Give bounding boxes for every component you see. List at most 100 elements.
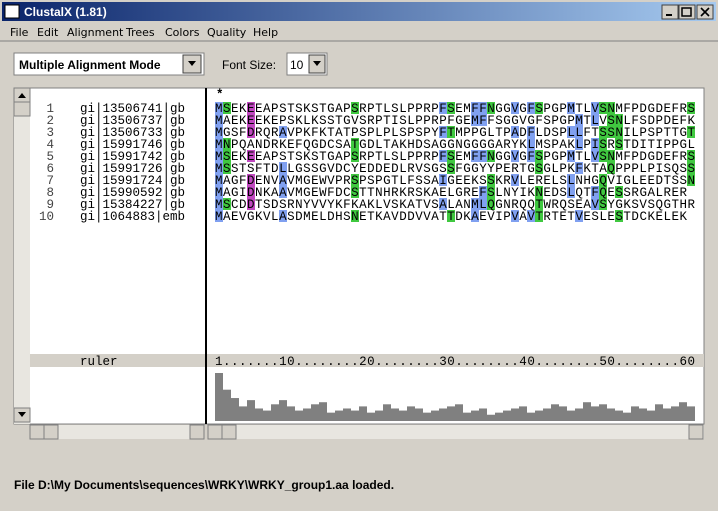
app-icon — [4, 4, 20, 19]
sequence-name: gi|15991746|gb — [80, 138, 185, 152]
scroll-thumb[interactable] — [43, 424, 59, 440]
residue-highlight — [447, 126, 455, 138]
residue-highlight — [471, 150, 479, 162]
vertical-scrollbar[interactable] — [14, 88, 30, 424]
sequence: MAGFDENVAVMGEWVPRSPSPGTLFSSAIGEEKSSKRVLE… — [215, 174, 695, 188]
residue-highlight — [279, 162, 287, 174]
mode-text: Multiple Alignment Mode — [19, 58, 161, 72]
residue-highlight — [223, 198, 231, 210]
scroll-thumb[interactable] — [13, 101, 31, 117]
quality-bar — [319, 402, 327, 421]
sequence: MAEVGKVLASDMELDHSNETKAVDDVVATTDKAEVIPVAV… — [215, 210, 687, 224]
residue-highlight — [439, 198, 447, 210]
quality-bar — [231, 398, 239, 421]
residue-highlight — [279, 186, 287, 198]
quality-bar — [263, 410, 271, 421]
ruler-label: ruler — [80, 355, 118, 369]
menu-item[interactable]: Colors — [165, 26, 200, 39]
menu-item[interactable]: Edit — [37, 26, 59, 39]
residue-highlight — [567, 102, 575, 114]
quality-bar — [391, 408, 399, 421]
quality-bar — [663, 408, 671, 421]
quality-bar — [279, 400, 287, 421]
h-scrollbar-sequences[interactable] — [208, 425, 704, 439]
residue-highlight — [215, 162, 223, 174]
quality-bar — [407, 406, 415, 421]
residue-highlight — [439, 102, 447, 114]
residue-highlight — [591, 186, 599, 198]
residue-highlight — [599, 198, 607, 210]
residue-highlight — [535, 210, 543, 222]
menu-item[interactable]: Quality — [207, 26, 247, 39]
scroll-left[interactable] — [207, 424, 223, 440]
quality-bar — [583, 402, 591, 421]
residue-highlight — [351, 102, 359, 114]
residue-highlight — [471, 198, 479, 210]
row-number: 6 — [46, 162, 54, 176]
residue-highlight — [447, 150, 455, 162]
residue-highlight — [535, 198, 543, 210]
residue-highlight — [215, 186, 223, 198]
menu-item[interactable]: File — [10, 26, 29, 39]
sequence: MSSTSFTDLLGSSGVDCYEDDEDLRVSGSSFGGYYPERTG… — [215, 162, 695, 176]
residue-highlight — [223, 138, 231, 150]
residue-highlight — [279, 174, 287, 186]
mode-dropdown[interactable] — [13, 52, 205, 76]
arrow — [18, 412, 26, 417]
residue-highlight — [615, 186, 623, 198]
quality-bar — [375, 410, 383, 421]
residue-highlight — [687, 102, 695, 114]
row-number: 9 — [46, 198, 54, 212]
menu-item[interactable]: Alignment — [67, 26, 124, 39]
quality-bar — [615, 410, 623, 421]
residue-highlight — [511, 102, 519, 114]
quality-bar — [479, 408, 487, 421]
residue-highlight — [599, 138, 607, 150]
minimize-button[interactable] — [661, 4, 679, 20]
scroll-right[interactable] — [189, 424, 205, 440]
quality-bar — [503, 410, 511, 421]
quality-bar — [439, 408, 447, 421]
residue-highlight — [687, 150, 695, 162]
residue-highlight — [599, 174, 607, 186]
horizontal-scrollbars[interactable] — [29, 424, 704, 440]
row-number: 8 — [46, 186, 54, 200]
quality-bar — [287, 406, 295, 421]
residue-highlight — [527, 138, 535, 150]
residue-highlight — [599, 186, 607, 198]
scroll-left[interactable] — [29, 424, 45, 440]
residue-highlight — [575, 162, 583, 174]
residue-highlight — [487, 102, 495, 114]
quality-bar — [455, 404, 463, 421]
font-size-value: 10 — [290, 58, 304, 72]
residue-highlight — [575, 126, 583, 138]
residue-highlight — [487, 174, 495, 186]
sequence-name: gi|13506733|gb — [80, 126, 185, 140]
residue-highlight — [215, 114, 223, 126]
menu-item[interactable]: Trees — [125, 26, 155, 39]
residue-highlight — [215, 126, 223, 138]
scroll-right[interactable] — [688, 424, 704, 440]
sequence: MGSFDRQRAVPKFKTATPSPLPLSPSPYFTMPPGLTPADF… — [215, 126, 695, 140]
residue-highlight — [223, 102, 231, 114]
residue-highlight — [607, 102, 615, 114]
residue-highlight — [535, 162, 543, 174]
residue-highlight — [567, 126, 575, 138]
quality-bar — [359, 406, 367, 421]
sequence-name: gi|1064883|emb — [80, 210, 185, 224]
residue-highlight — [607, 162, 615, 174]
menu-item[interactable]: Help — [253, 26, 278, 39]
residue-highlight — [511, 174, 519, 186]
residue-highlight — [351, 186, 359, 198]
residue-highlight — [479, 102, 487, 114]
window-buttons[interactable] — [661, 4, 714, 20]
residue-highlight — [471, 210, 479, 222]
h-scrollbar-names[interactable] — [30, 425, 204, 439]
residue-highlight — [535, 186, 543, 198]
scroll-thumb[interactable] — [221, 424, 237, 440]
residue-highlight — [527, 102, 535, 114]
quality-bar — [519, 406, 527, 421]
residue-highlight — [247, 150, 255, 162]
